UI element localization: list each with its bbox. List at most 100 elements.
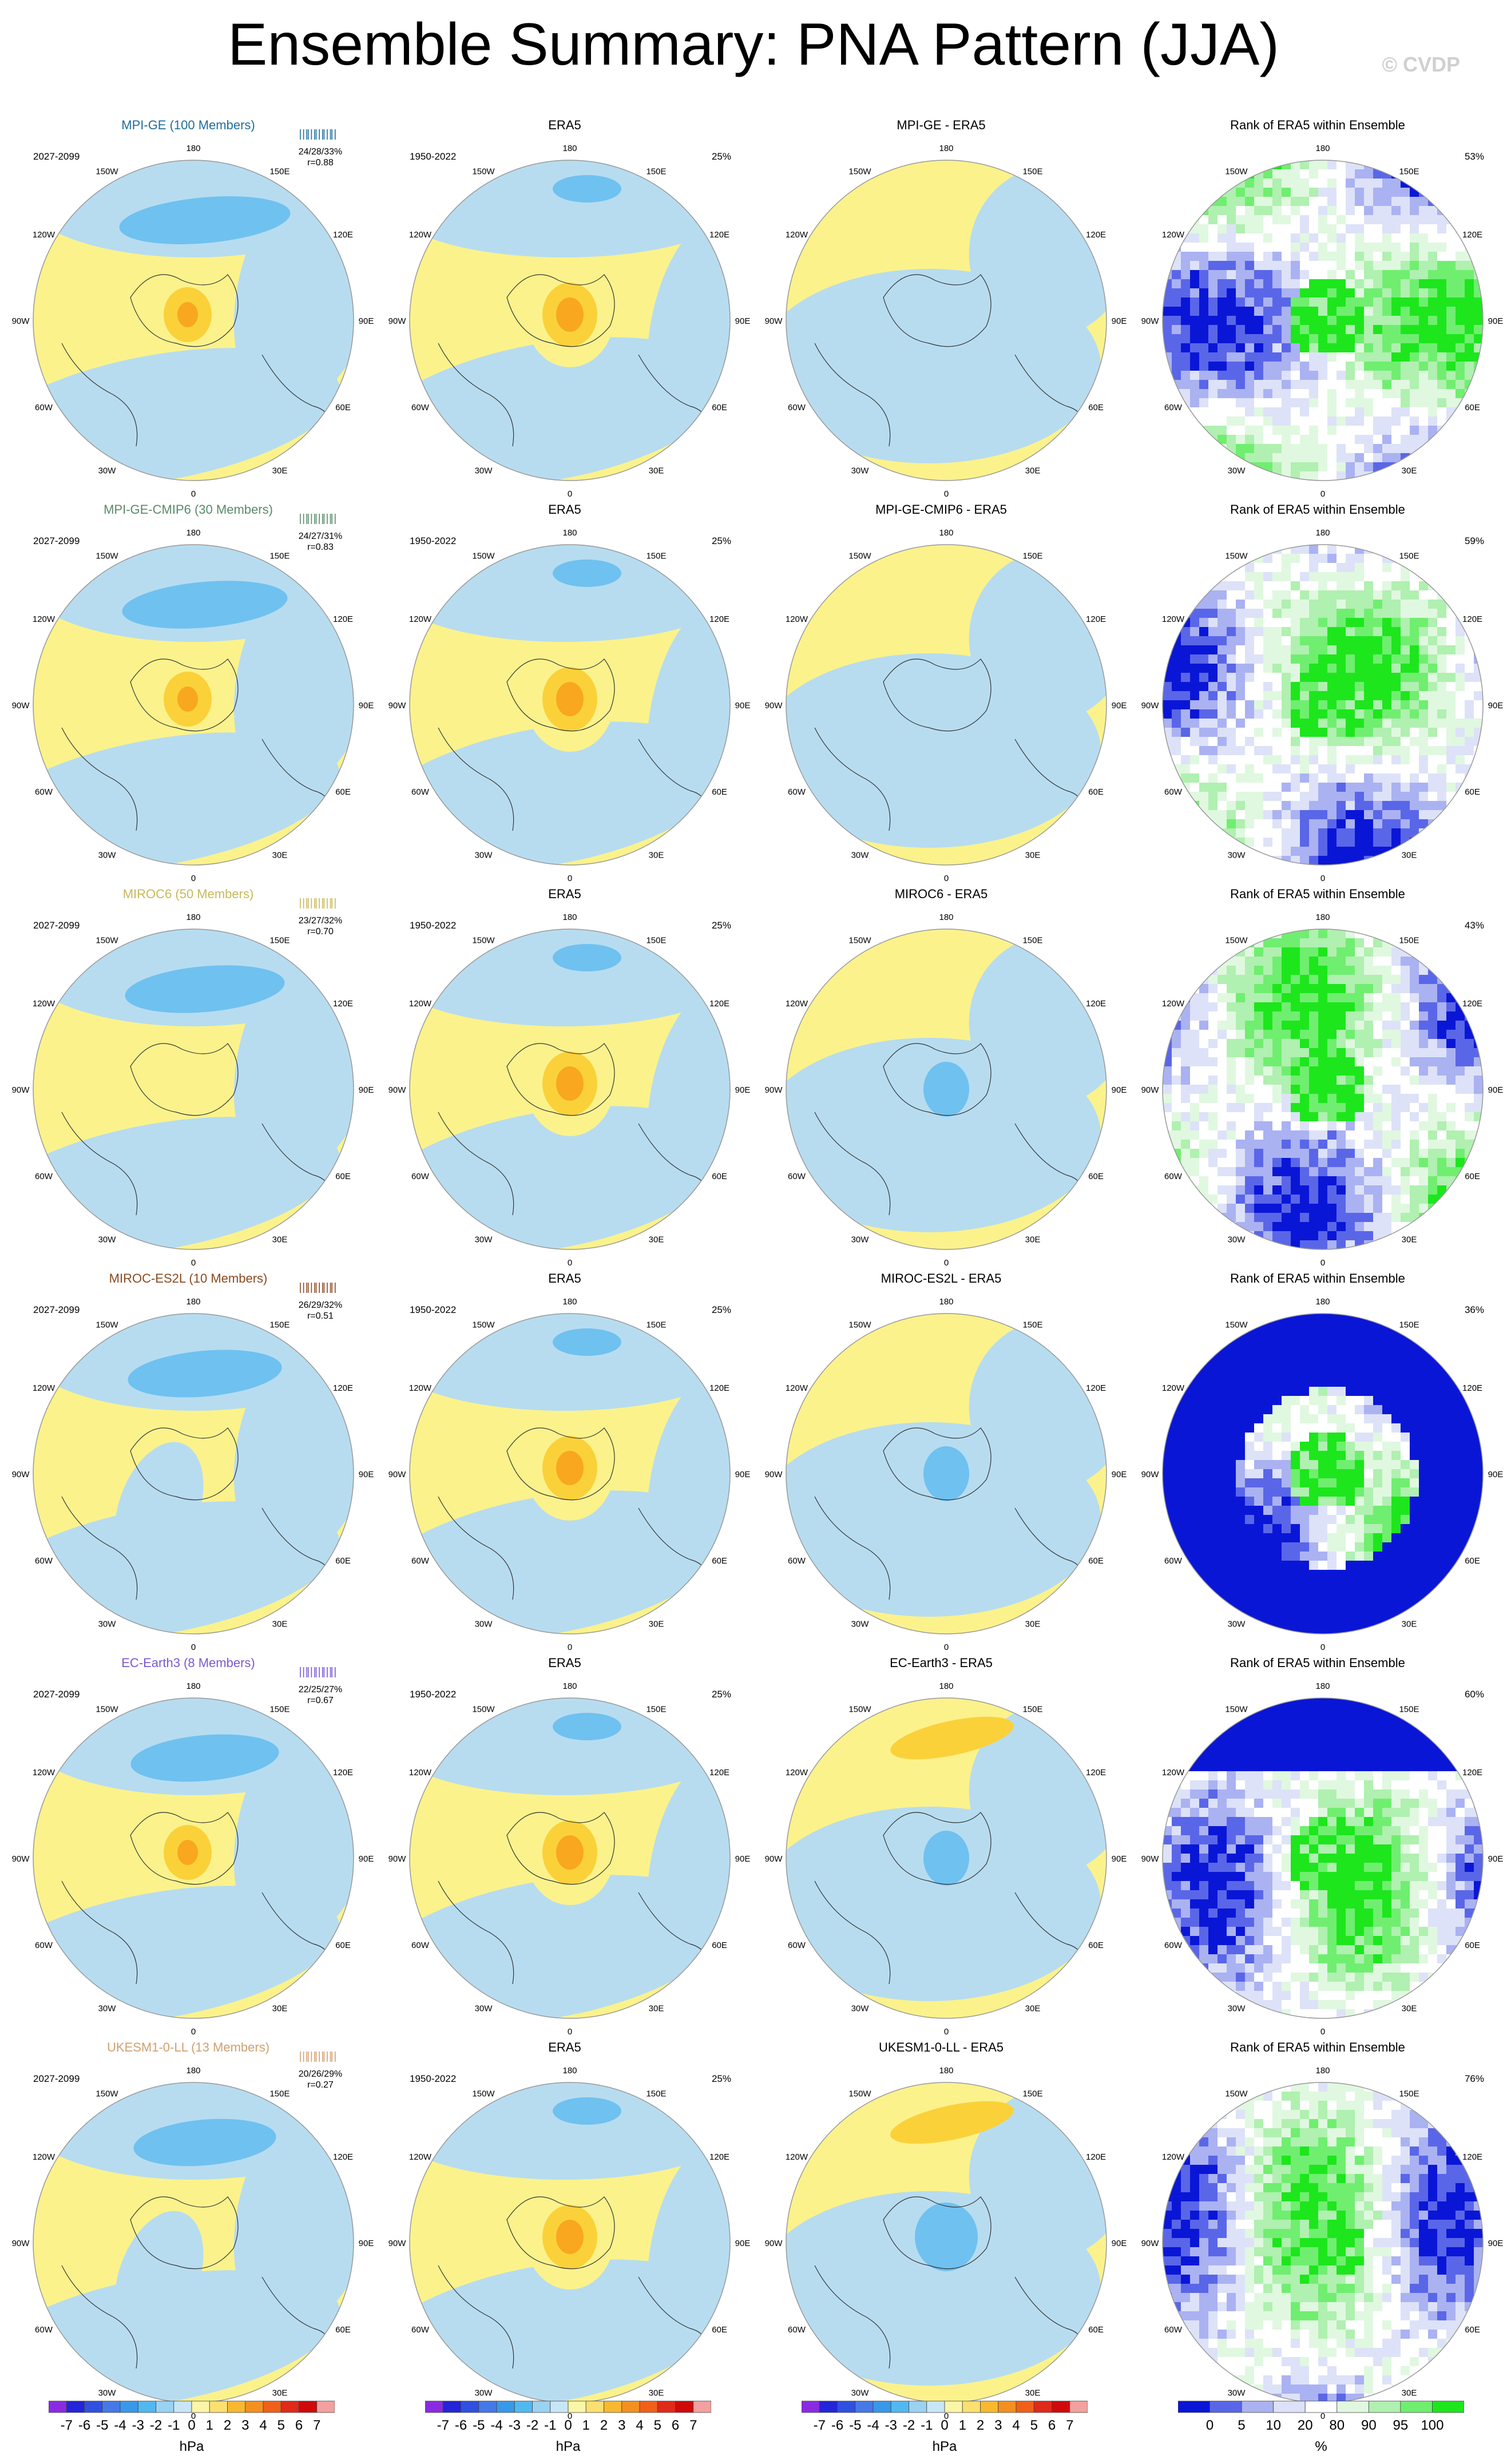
percent-label: 25%: [711, 535, 731, 546]
colorbar-tick: -3: [132, 2418, 144, 2433]
lon-label: 180: [939, 144, 953, 153]
map-canvas: 180 150E 120E 90E 60E 30E 0 30W 60W 90W 120W 150W: [388, 1681, 751, 2036]
positive-peak: [556, 1451, 584, 1485]
lon-label: 30W: [98, 466, 117, 476]
lon-label: 0: [568, 489, 572, 498]
lon-label: 120E: [1462, 1768, 1482, 1777]
lon-label: 30E: [272, 1620, 288, 1629]
lon-label: 120E: [1086, 230, 1106, 240]
lon-label: 120W: [1162, 1768, 1185, 1777]
lon-label: 30W: [1228, 2388, 1246, 2398]
map-canvas: 180 150E 120E 90E 60E 30E 0 30W 60W 90W 120W 150W: [12, 144, 374, 498]
map-boundary: [409, 544, 731, 866]
lon-label: 60W: [1164, 2325, 1183, 2335]
colorbar-tick: -6: [831, 2418, 843, 2433]
colorbar-box: [478, 2400, 497, 2413]
colorbar-tick: 0: [941, 2418, 948, 2433]
stats-percentiles: 23/27/32%: [298, 916, 343, 926]
panel-title: Rank of ERA5 within Ensemble: [1230, 1656, 1405, 1670]
stats-label: 20/26/29% r=0.27: [292, 2069, 349, 2090]
lon-label: 120E: [1086, 614, 1106, 624]
colorbar-box: [980, 2400, 999, 2413]
lon-label: 60W: [411, 787, 430, 797]
colorbar-box: [550, 2400, 569, 2413]
lon-label: 180: [1315, 1297, 1330, 1307]
colorbar-box: [1400, 2400, 1433, 2413]
negative-region: [114, 1442, 204, 1574]
panel-title: MPI-GE (100 Members): [121, 118, 255, 132]
colorbar-unit: %: [1315, 2439, 1327, 2454]
difference-panel: 180 150E 120E 90E 60E 30E 0 30W 60W 90W 120W 150W UK…: [753, 2036, 1129, 2420]
colorbar-box: [1069, 2400, 1088, 2413]
lon-label: 90W: [12, 316, 30, 326]
colorbar-tick: 3: [241, 2418, 249, 2433]
colorbar-box: [1241, 2400, 1274, 2413]
lon-label: 120W: [786, 1768, 808, 1777]
difference-panel: 180 150E 120E 90E 60E 30E 0 30W 60W 90W 120W 150W MP…: [753, 498, 1129, 882]
period-label: 2027-2099: [33, 535, 80, 546]
map-canvas: 180 150E 120E 90E 60E 30E 0 30W 60W 90W 120W 150W: [1141, 1297, 1504, 1651]
colorbar-box: [299, 2400, 318, 2413]
stats-correlation: r=0.51: [307, 1311, 334, 1321]
lon-label: 30W: [98, 2388, 117, 2398]
lon-label: 60E: [1465, 1941, 1480, 1950]
colorbar-box: [461, 2400, 479, 2413]
colorbar-box: [173, 2400, 192, 2413]
stats-percentiles: 24/27/31%: [298, 531, 343, 541]
lon-label: 30W: [98, 1620, 117, 1629]
lon-label: 90E: [1488, 701, 1504, 711]
lon-label: 90E: [1488, 1085, 1504, 1095]
model-panel: 180 150E 120E 90E 60E 30E 0 30W 60W 90W 120W 150W MP…: [0, 498, 376, 882]
lon-label: 90W: [765, 1085, 783, 1095]
lon-label: 30W: [475, 2004, 493, 2014]
colorbar-tick: 6: [1048, 2418, 1056, 2433]
lon-label: 120E: [709, 1383, 729, 1393]
map-field: [1163, 160, 1483, 481]
colorbar-box: [1432, 2400, 1464, 2413]
coastline: [506, 658, 615, 732]
lon-label: 150W: [472, 935, 495, 945]
lon-label: 120E: [709, 614, 729, 624]
lon-label: 90W: [1141, 2239, 1160, 2248]
colorbar-tick: 4: [259, 2418, 267, 2433]
map-boundary: [1162, 1313, 1484, 1634]
lon-label: 90E: [359, 1470, 374, 1479]
colorbar-tick: 7: [689, 2418, 697, 2433]
lon-label: 150W: [848, 1320, 871, 1330]
lon-label: 120W: [786, 230, 808, 240]
lon-label: 150E: [1399, 166, 1419, 176]
difference-panel: 180 150E 120E 90E 60E 30E 0 30W 60W 90W 120W 150W EC…: [753, 1651, 1129, 2036]
map-canvas: 180 150E 120E 90E 60E 30E 0 30W 60W 90W 120W 150W: [388, 528, 751, 882]
lon-label: 30W: [98, 1235, 117, 1245]
colorbar-tick: 20: [1298, 2418, 1313, 2433]
lon-label: 120E: [1462, 1383, 1482, 1393]
colorbar-difference: -7 -6 -5 -4 -3 -2 -1 0 1 2 3 4 5 6 7 hPa: [802, 2400, 1088, 2463]
lon-label: 120W: [33, 2152, 55, 2162]
positive-peak: [177, 1840, 198, 1865]
colorbar-box: [1273, 2400, 1306, 2413]
colorbar-tick: 5: [654, 2418, 661, 2433]
lon-label: 60W: [411, 1941, 430, 1950]
map-field: [786, 2082, 1107, 2403]
positive-peak: [556, 682, 584, 716]
lon-label: 60E: [1088, 1941, 1104, 1950]
lon-label: 30E: [649, 851, 664, 860]
map-canvas: 180 150E 120E 90E 60E 30E 0 30W 60W 90W 120W 150W: [765, 2066, 1127, 2420]
lon-label: 150E: [269, 1704, 289, 1714]
lon-label: 60W: [1164, 1556, 1183, 1566]
positive-core: [890, 2101, 1014, 2144]
period-label: 1950-2022: [410, 1304, 457, 1315]
colorbar-tick: 2: [224, 2418, 231, 2433]
lon-label: 30E: [1402, 2388, 1417, 2398]
colorbar-tick: -5: [849, 2418, 861, 2433]
lon-label: 90E: [1112, 1854, 1127, 1864]
colorbar-box: [120, 2400, 138, 2413]
rank-panel: 180 150E 120E 90E 60E 30E 0 30W 60W 90W 120W 150W Ra…: [1129, 113, 1506, 498]
colorbar-tick: 7: [313, 2418, 320, 2433]
map-field: [786, 545, 1107, 865]
panel-title: MPI-GE-CMIP6 (30 Members): [104, 502, 273, 517]
colorbar-box: [227, 2400, 246, 2413]
lon-label: 120E: [333, 1383, 353, 1393]
lon-label: 150W: [1225, 2089, 1248, 2098]
lon-label: 60E: [335, 1172, 351, 1181]
